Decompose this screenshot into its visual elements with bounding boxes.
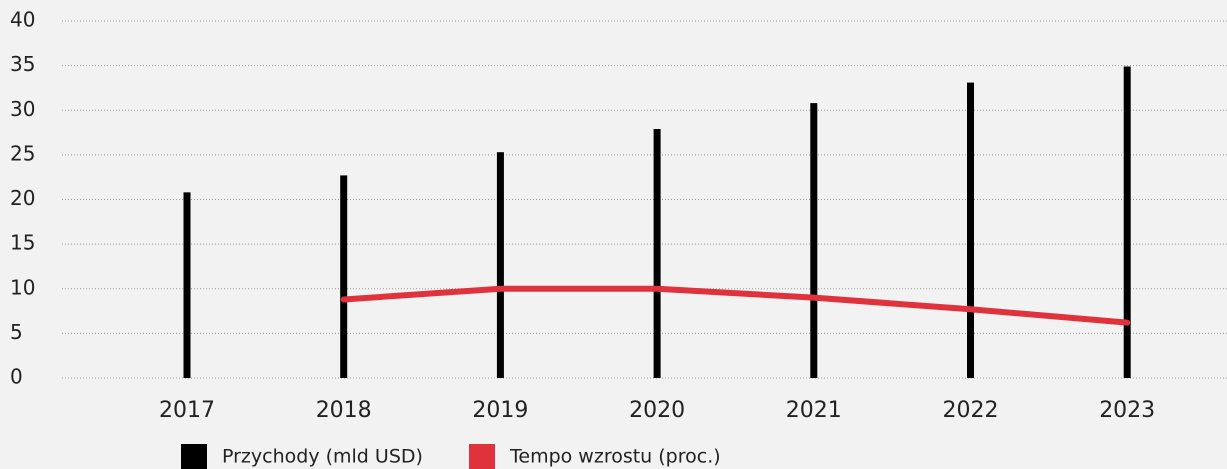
x-tick-label: 2019 [472,398,528,423]
legend-swatch [469,444,495,469]
bar [340,175,348,378]
y-tick-label: 5 [10,320,23,344]
x-tick-label: 2017 [159,398,215,423]
legend-swatch [181,444,207,469]
bar [653,128,661,378]
x-tick-label: 2022 [943,398,999,423]
bar [1123,66,1131,378]
legend-label: Przychody (mld USD) [222,446,423,468]
x-tick-label: 2021 [786,398,842,423]
bar [810,103,818,379]
bar [967,82,974,379]
y-tick-label: 20 [10,186,35,210]
line [340,285,1131,326]
bar [496,152,504,378]
y-tick-label: 35 [10,52,35,76]
x-tick-label: 2020 [629,398,685,423]
x-tick-label: 2023 [1099,398,1155,423]
y-tick-label: 40 [10,8,35,32]
y-tick-label: 15 [10,231,35,255]
y-tick-label: 0 [10,365,23,389]
y-tick-label: 10 [10,275,35,299]
y-tick-label: 30 [10,97,35,121]
bar [183,192,191,378]
x-tick-label: 2018 [316,398,372,423]
y-tick-label: 25 [10,141,35,165]
legend-label: Tempo wzrostu (proc.) [509,446,721,468]
